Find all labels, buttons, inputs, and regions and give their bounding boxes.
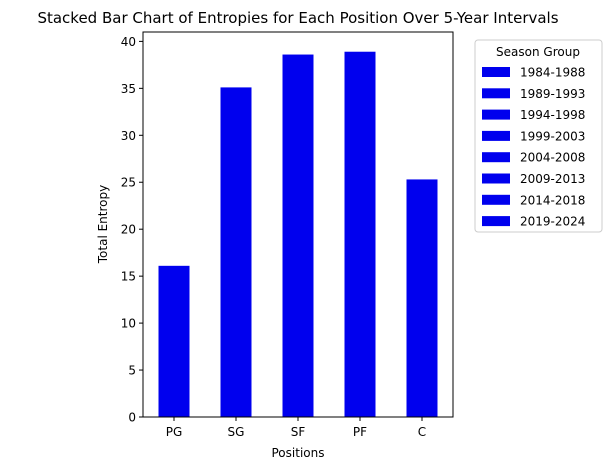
y-tick-label: 25: [121, 176, 136, 190]
bar-c: [406, 179, 438, 417]
legend-swatch: [482, 130, 510, 141]
legend-swatch: [482, 216, 510, 227]
chart-title: Stacked Bar Chart of Entropies for Each …: [37, 9, 558, 27]
bars-group: [158, 51, 438, 418]
y-tick-label: 40: [121, 35, 136, 49]
legend-label: 2004-2008: [520, 151, 585, 165]
y-axis-label: Total Entropy: [96, 185, 110, 264]
legend: Season Group 1984-1988 1989-1993 1994-1998…: [474, 39, 603, 233]
y-tick-label: 15: [121, 270, 136, 284]
legend-label: 1984-1988: [520, 66, 585, 80]
legend-entries: 1984-1988 1989-1993 1994-1998 1999-2003 2004…: [482, 66, 585, 229]
legend-label: 1999-2003: [520, 129, 585, 143]
bar-sf: [282, 54, 314, 417]
legend-swatch: [482, 67, 510, 77]
legend-swatch: [482, 109, 510, 120]
legend-label: 2014-2018: [520, 193, 585, 207]
legend-swatch: [482, 152, 510, 163]
legend-label: 2009-2013: [520, 172, 585, 186]
x-axis-label: Positions: [272, 446, 325, 460]
y-tick-label: 30: [121, 129, 136, 143]
legend-label: 1994-1998: [520, 108, 585, 122]
legend-swatch: [482, 88, 510, 99]
x-tick-label: C: [418, 425, 426, 439]
x-axis-ticks: PG SG SF PF C: [166, 417, 426, 439]
legend-label: 2019-2024: [520, 215, 585, 229]
plot-frame: [142, 31, 454, 418]
y-tick-label: 10: [121, 317, 136, 331]
y-tick-label: 35: [121, 82, 136, 96]
y-tick-label: 0: [128, 411, 136, 425]
y-tick-label: 20: [121, 223, 136, 237]
bar-pg: [158, 265, 190, 417]
legend-swatch: [482, 173, 510, 184]
legend-label: 1989-1993: [520, 87, 585, 101]
x-tick-label: PG: [166, 425, 183, 439]
bar-pf: [344, 51, 376, 417]
x-tick-label: SF: [291, 425, 306, 439]
y-tick-label: 5: [128, 364, 136, 378]
legend-swatch: [482, 194, 510, 205]
x-tick-label: SG: [228, 425, 245, 439]
legend-title: Season Group: [496, 45, 580, 59]
bar-sg: [220, 87, 252, 418]
y-axis-ticks: 0 5 10 15 20 25 30 35 40: [121, 35, 143, 425]
x-tick-label: PF: [353, 425, 367, 439]
legend-frame: [474, 39, 603, 233]
